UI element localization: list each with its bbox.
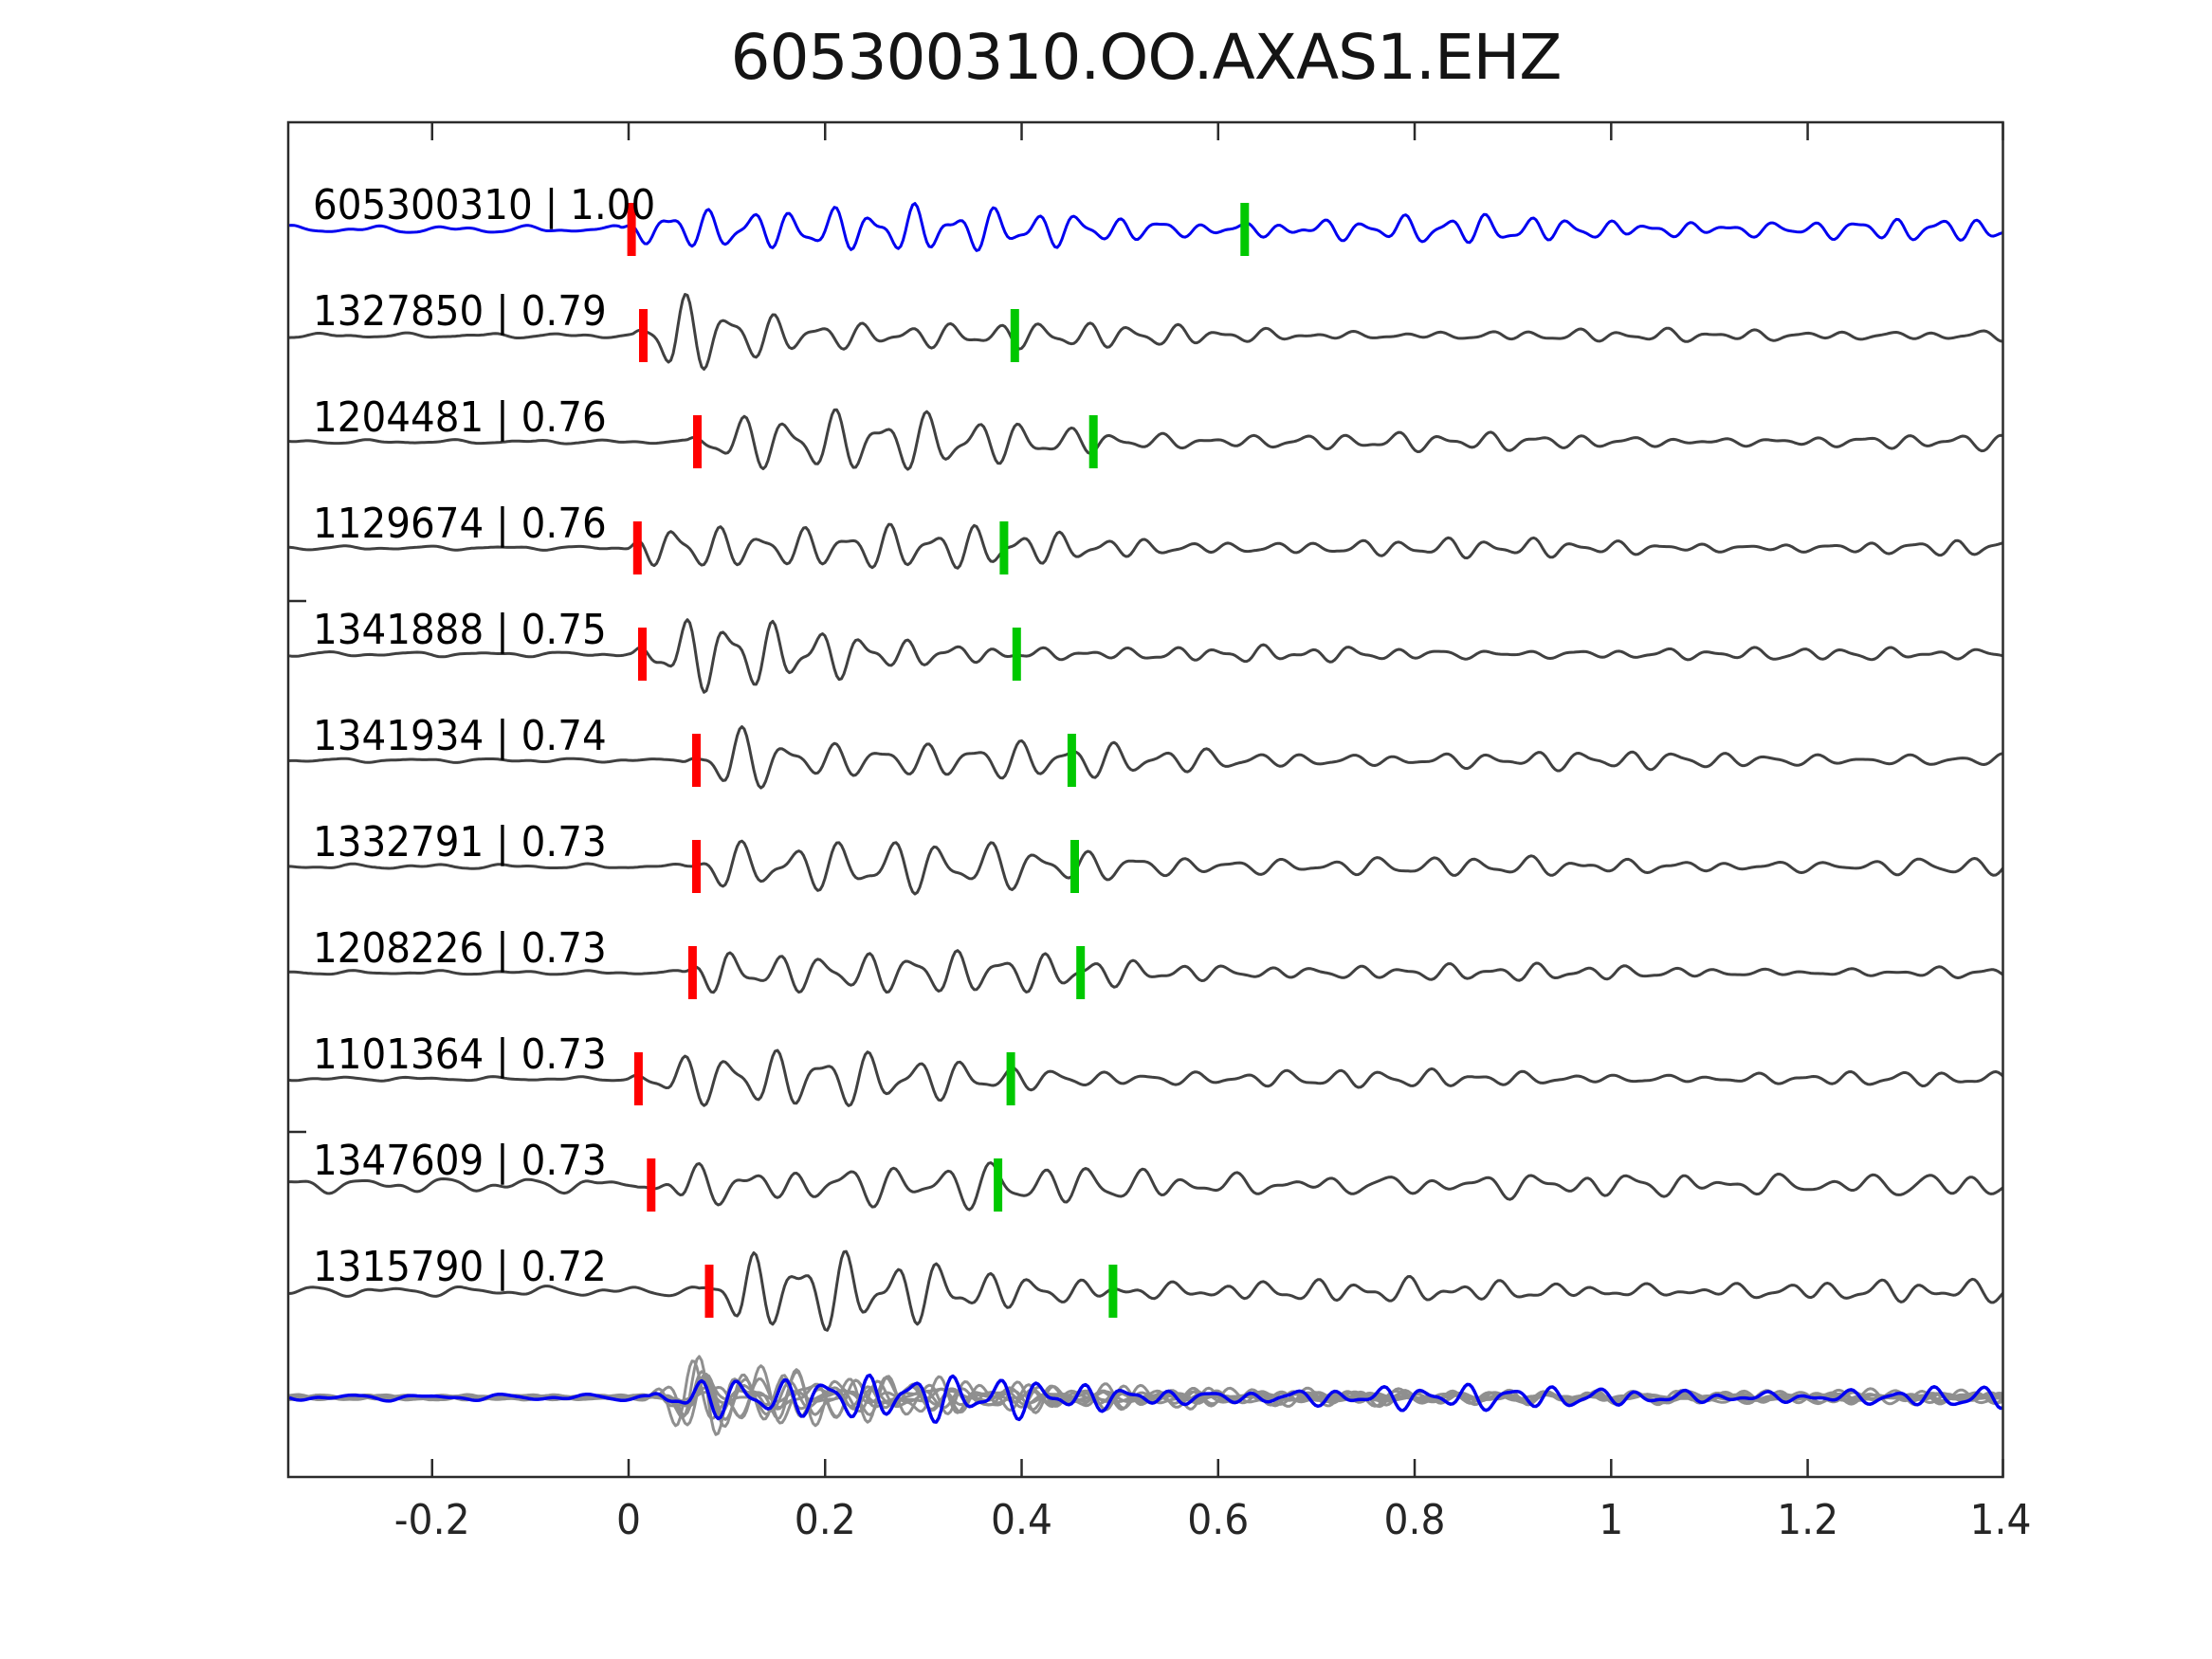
s-pick-marker: [1108, 1265, 1118, 1318]
trace-path: [288, 1048, 2003, 1107]
trace-label: 1341934 | 0.74: [313, 711, 607, 759]
x-tick-label: 1: [1599, 1497, 1623, 1545]
axes-border: [286, 120, 2004, 1479]
s-pick-marker: [1088, 415, 1098, 468]
x-tick-label: 0: [616, 1497, 641, 1545]
p-pick-marker: [693, 415, 702, 468]
trace-path: [288, 202, 2003, 252]
s-pick-marker: [1070, 840, 1079, 893]
trace-labels: 605300310 | 1.00 1327850 | 0.79 1204481 …: [313, 180, 655, 1290]
trace-path: [288, 522, 2003, 570]
x-tick-label: 0.2: [795, 1497, 856, 1545]
p-pick-marker: [632, 521, 642, 574]
p-pick-marker: [692, 840, 701, 893]
trace-label: 1332791 | 0.73: [313, 817, 607, 866]
x-tick-label: 0.6: [1187, 1497, 1249, 1545]
trace-path: [289, 1377, 2003, 1419]
p-pick-marker: [627, 203, 636, 256]
trace-path: [289, 949, 2003, 994]
trace-label: 1341888 | 0.75: [313, 605, 607, 653]
p-pick-marker: [638, 628, 647, 681]
s-pick-marker: [1006, 1052, 1015, 1105]
s-pick-marker: [999, 521, 1009, 574]
trace-label: 605300310 | 1.00: [313, 180, 655, 228]
trace-path: [288, 408, 2003, 471]
x-tick-label: -0.2: [394, 1497, 470, 1545]
x-tick-label: 1.4: [1969, 1497, 2031, 1545]
p-pick-marker: [639, 309, 648, 362]
trace-label: 1208226 | 0.73: [313, 923, 607, 972]
x-tick-label: 0.8: [1383, 1497, 1445, 1545]
s-pick-marker: [1012, 628, 1021, 681]
x-tick-label: 1.2: [1777, 1497, 1838, 1545]
trace-label: 1347609 | 0.73: [313, 1136, 607, 1184]
trace-label: 1129674 | 0.76: [313, 499, 607, 547]
s-pick-marker: [994, 1158, 1003, 1212]
p-pick-marker: [647, 1158, 656, 1212]
s-pick-marker: [1067, 734, 1076, 787]
waveform-traces: [288, 202, 2003, 1436]
p-pick-marker: [704, 1265, 714, 1318]
x-tick-labels: -0.2 0 0.2 0.4 0.6 0.8 1 1.2 1.4: [394, 1497, 2032, 1545]
trace-path: [288, 1249, 2003, 1332]
trace-path: [288, 725, 2003, 790]
trace-path: [288, 1373, 2003, 1424]
trace-path: [289, 1161, 2003, 1212]
trace-label: 1204481 | 0.76: [313, 392, 607, 441]
pick-markers: [627, 203, 1250, 1318]
axis-ticks: [288, 122, 2004, 1477]
trace-path: [288, 293, 2003, 371]
trace-path: [288, 618, 2003, 694]
trace-label: 1101364 | 0.73: [313, 1030, 607, 1078]
trace-label: 1327850 | 0.79: [313, 286, 607, 335]
trace-path: [288, 839, 2003, 896]
p-pick-marker: [633, 1052, 643, 1105]
x-tick-label: 0.4: [991, 1497, 1052, 1545]
figure-title: 605300310.OO.AXAS1.EHZ: [730, 21, 1562, 94]
p-pick-marker: [687, 946, 697, 999]
p-pick-marker: [692, 734, 701, 787]
trace-label: 1315790 | 0.72: [313, 1242, 607, 1290]
s-pick-marker: [1240, 203, 1250, 256]
s-pick-marker: [1076, 946, 1086, 999]
s-pick-marker: [1010, 309, 1019, 362]
